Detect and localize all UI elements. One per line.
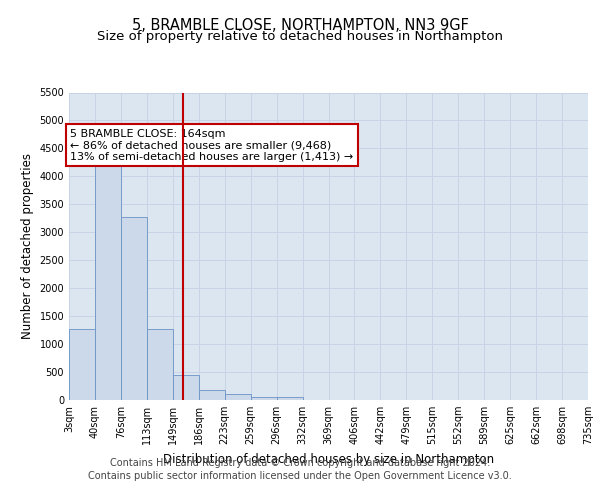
Text: Size of property relative to detached houses in Northampton: Size of property relative to detached ho…: [97, 30, 503, 43]
Text: 5, BRAMBLE CLOSE, NORTHAMPTON, NN3 9GF: 5, BRAMBLE CLOSE, NORTHAMPTON, NN3 9GF: [131, 18, 469, 32]
Bar: [277, 397, 302, 400]
Text: Contains public sector information licensed under the Open Government Licence v3: Contains public sector information licen…: [88, 471, 512, 481]
Y-axis label: Number of detached properties: Number of detached properties: [21, 153, 34, 339]
Bar: [251, 396, 277, 400]
Bar: [199, 390, 224, 400]
Bar: [225, 394, 251, 400]
Bar: [69, 329, 95, 400]
Text: 5 BRAMBLE CLOSE: 164sqm
← 86% of detached houses are smaller (9,468)
13% of semi: 5 BRAMBLE CLOSE: 164sqm ← 86% of detache…: [70, 129, 353, 162]
Text: Contains HM Land Registry data © Crown copyright and database right 2024.: Contains HM Land Registry data © Crown c…: [110, 458, 490, 468]
Bar: [121, 216, 147, 400]
Bar: [173, 375, 199, 400]
Bar: [147, 329, 173, 400]
Bar: [95, 162, 121, 400]
X-axis label: Distribution of detached houses by size in Northampton: Distribution of detached houses by size …: [163, 452, 494, 466]
